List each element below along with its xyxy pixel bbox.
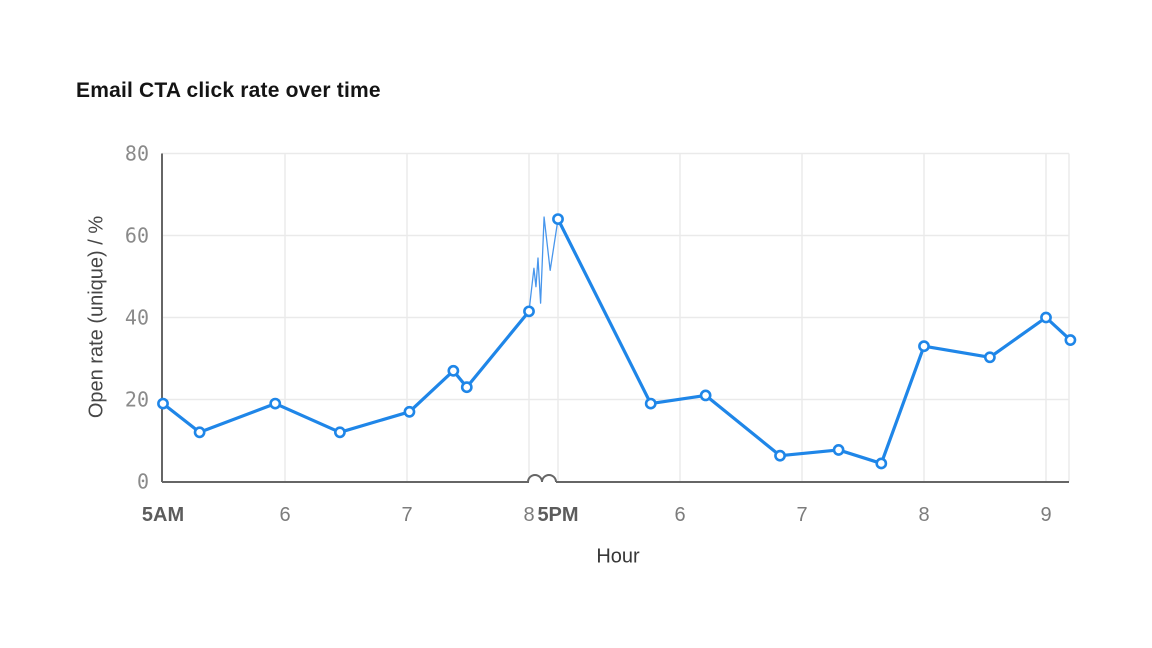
- y-tick-label: 60: [125, 224, 149, 248]
- x-tick-label: 7: [796, 504, 807, 526]
- y-tick-label: 0: [137, 470, 149, 494]
- axis-break-squiggle: [524, 474, 557, 483]
- data-point: [460, 381, 473, 394]
- x-tick-label: 7: [401, 504, 412, 526]
- x-tick-label: 8: [918, 504, 929, 526]
- data-point: [1040, 311, 1052, 324]
- data-point: [403, 405, 416, 418]
- series-line-am: [161, 309, 531, 434]
- series-line-pm: [556, 217, 1073, 466]
- x-tick-label: 5AM: [142, 504, 184, 526]
- data-point: [552, 213, 564, 225]
- data-point: [193, 426, 206, 439]
- x-tick-label: 6: [279, 504, 290, 526]
- data-point: [699, 389, 712, 402]
- y-tick-label: 40: [125, 306, 149, 330]
- data-point: [875, 457, 888, 470]
- y-tick-label: 20: [125, 388, 149, 412]
- x-tick-label: 5PM: [537, 504, 578, 526]
- x-axis-title: Hour: [596, 545, 640, 568]
- data-point: [523, 305, 535, 318]
- data-point: [333, 426, 346, 439]
- data-point: [832, 444, 845, 456]
- y-axis-title: Open rate (unique) / %: [85, 215, 108, 419]
- x-tick-label: 8: [523, 504, 534, 526]
- data-point: [157, 397, 169, 410]
- chart-title: Email CTA click rate over time: [76, 79, 381, 102]
- data-point: [983, 351, 996, 364]
- x-tick-label: 6: [674, 504, 685, 526]
- data-point: [644, 397, 657, 410]
- x-tick-label: 9: [1040, 504, 1051, 526]
- data-point: [447, 364, 460, 377]
- data-point: [269, 397, 282, 410]
- y-tick-label: 80: [125, 142, 149, 166]
- data-point: [774, 449, 786, 462]
- data-point: [918, 340, 930, 353]
- series-line-break-detail: [528, 216, 559, 312]
- data-point: [1064, 334, 1077, 346]
